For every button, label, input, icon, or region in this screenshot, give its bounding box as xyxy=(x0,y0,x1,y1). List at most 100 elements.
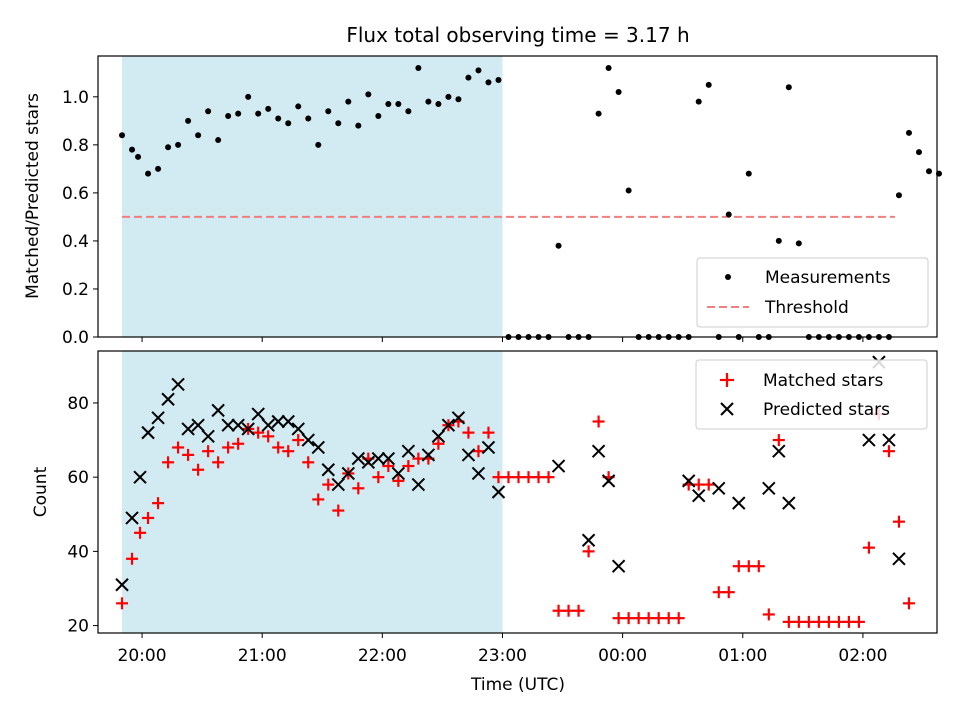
bottom-legend: Matched stars Predicted stars xyxy=(695,359,928,430)
matched-star-marker xyxy=(712,586,725,599)
matched-star-marker xyxy=(662,612,675,625)
predicted-star-marker xyxy=(321,463,335,477)
measurement-point xyxy=(615,89,622,96)
bottom-xtick-label: 01:00 xyxy=(718,646,767,666)
predicted-star-marker xyxy=(411,477,426,492)
matched-star-marker xyxy=(272,441,285,454)
matched-star-marker xyxy=(622,612,635,625)
predicted-star-marker xyxy=(421,448,436,462)
top-ytick-label: 0.0 xyxy=(62,328,89,348)
top-legend: Measurements Threshold xyxy=(696,257,929,328)
matched-star-marker xyxy=(752,560,765,573)
matched-star-marker xyxy=(552,604,565,617)
matched-star-marker xyxy=(152,497,165,510)
measurement-point xyxy=(165,144,172,151)
predicted-star-marker xyxy=(281,414,295,429)
matched-star-marker xyxy=(282,445,295,458)
measurement-point xyxy=(785,84,792,91)
measurement-point xyxy=(255,110,262,117)
predicted-star-marker xyxy=(181,422,195,436)
predicted-star-marker xyxy=(191,418,205,432)
bottom-y-axis-label: Count xyxy=(31,466,51,517)
matched-star-marker xyxy=(302,456,315,469)
matched-star-marker xyxy=(162,456,175,469)
predicted-star-marker xyxy=(201,429,215,444)
top-x-ticks xyxy=(141,337,864,342)
predicted-star-marker xyxy=(331,477,345,492)
top-ytick-label: 1.0 xyxy=(62,88,89,108)
predicted-star-marker xyxy=(115,578,129,592)
measurement-point xyxy=(235,110,242,117)
matched-star-marker xyxy=(172,441,185,454)
legend-label-measurements: Measurements xyxy=(765,268,891,288)
matched-star-marker xyxy=(772,434,785,447)
matched-star-marker xyxy=(432,437,445,450)
matched-star-marker xyxy=(832,615,845,628)
matched-star-marker xyxy=(212,456,225,469)
measurement-point xyxy=(195,132,202,139)
predicted-star-marker xyxy=(481,440,496,455)
predicted-star-marker xyxy=(231,418,245,432)
predicted-star-marker xyxy=(712,481,726,495)
measurement-point xyxy=(385,101,392,108)
measurement-point xyxy=(395,101,402,108)
matched-star-marker xyxy=(652,612,665,625)
predicted-star-marker xyxy=(341,466,356,481)
predicted-star-marker xyxy=(151,411,165,425)
matched-star-marker xyxy=(792,615,805,628)
top-y-ticks: 0.0 0.2 0.4 0.6 0.8 1.0 xyxy=(62,88,98,348)
matched-star-marker xyxy=(222,441,235,454)
matched-star-marker xyxy=(812,615,825,628)
matched-star-marker xyxy=(742,560,755,573)
matched-star-marker xyxy=(332,504,345,517)
bottom-ytick-label: 80 xyxy=(67,394,89,414)
bottom-xtick-label: 00:00 xyxy=(598,646,647,666)
measurement-point xyxy=(795,240,802,247)
matched-star-marker xyxy=(632,612,645,625)
predicted-star-marker xyxy=(491,485,506,499)
measurement-point xyxy=(245,93,252,100)
measurement-point xyxy=(155,165,162,172)
predicted-star-marker xyxy=(601,474,616,488)
matched-star-marker xyxy=(562,604,575,617)
measurement-point xyxy=(915,149,922,156)
bottom-legend-box xyxy=(695,359,928,430)
matched-star-marker xyxy=(402,460,415,473)
matched-star-marker xyxy=(126,552,139,565)
measurement-point xyxy=(485,79,492,86)
matched-star-marker xyxy=(192,463,205,476)
matched-star-marker xyxy=(472,445,485,458)
bottom-xtick-label: 20:00 xyxy=(118,646,167,666)
measurement-point xyxy=(119,132,126,139)
measurement-point xyxy=(455,96,462,103)
bottom-shade-rect xyxy=(122,351,503,633)
bottom-ytick-label: 40 xyxy=(67,542,89,562)
predicted-star-marker xyxy=(141,425,155,440)
predicted-star-marker xyxy=(161,392,175,406)
predicted-star-marker xyxy=(301,433,315,447)
predicted-star-marker xyxy=(591,444,606,458)
matched-star-marker xyxy=(522,471,535,484)
matched-star-marker xyxy=(592,415,605,428)
predicted-star-marker xyxy=(241,422,255,436)
matched-star-marker xyxy=(762,608,775,621)
measurement-point xyxy=(205,108,212,115)
top-panel: 0.0 0.2 0.4 0.6 0.8 1.0 Matched/Predicted sta… xyxy=(23,55,943,348)
predicted-star-marker xyxy=(291,422,305,436)
matched-star-marker xyxy=(722,586,735,599)
measurement-point xyxy=(129,146,136,153)
predicted-star-marker xyxy=(431,429,446,444)
legend-label-threshold: Threshold xyxy=(764,298,849,318)
measurement-point xyxy=(305,115,312,122)
predicted-star-marker xyxy=(892,552,906,566)
chart-title: Flux total observing time = 3.17 h xyxy=(346,23,689,47)
matched-star-marker xyxy=(782,615,795,628)
bottom-shaded-span xyxy=(122,351,503,633)
bottom-panel: 20 40 60 80 20:00 21:00 22:00 23:00 00:00 01:00 0… xyxy=(31,350,938,695)
legend-label-predicted: Predicted stars xyxy=(763,400,890,420)
measurement-point xyxy=(355,122,362,129)
predicted-star-marker xyxy=(762,481,776,495)
measurement-point xyxy=(265,105,272,112)
matched-star-marker xyxy=(142,511,155,524)
measurement-point xyxy=(315,141,322,148)
